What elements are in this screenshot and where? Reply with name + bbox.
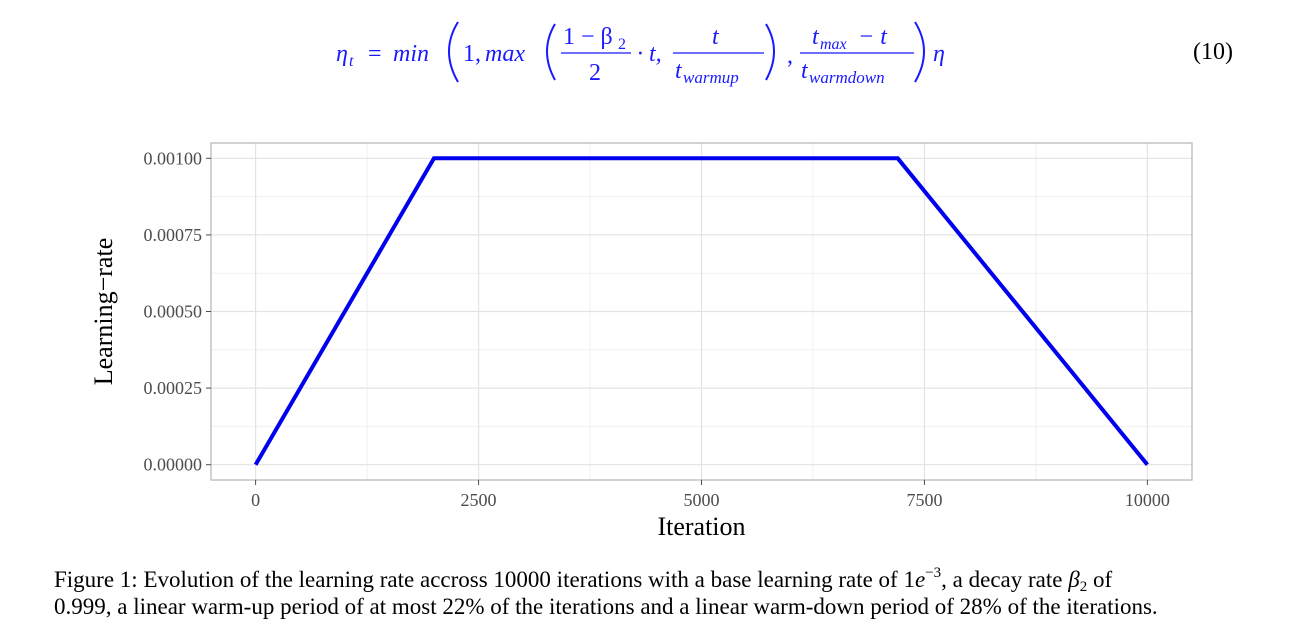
eq-frac3-num-sub: max: [820, 36, 847, 53]
caption-exponent: −3: [925, 565, 942, 581]
x-tick-label: 7500: [906, 490, 942, 510]
x-tick-label: 2500: [461, 490, 497, 510]
caption-line-2: 0.999, a linear warm-up period of at mos…: [54, 594, 1158, 619]
eq-eta: η: [933, 41, 945, 67]
y-tick-label: 0.00075: [144, 225, 203, 245]
eq-dot-t: · t,: [637, 41, 662, 67]
eq-frac3-den-sub: warmdown: [809, 68, 885, 87]
caption-e: e: [914, 567, 926, 592]
eq-max: max: [485, 41, 525, 67]
y-tick-label: 0.00000: [144, 455, 203, 475]
eq-frac1-num-sub: 2: [618, 36, 626, 53]
eq-one: 1,: [463, 41, 481, 67]
eq-paren-open-outer: [448, 21, 459, 83]
eq-frac2-den: t: [675, 58, 683, 84]
y-tick-label: 0.00025: [144, 378, 203, 398]
x-axis-title: Iteration: [657, 512, 745, 541]
eq-frac2-den-sub: warmup: [683, 68, 739, 87]
y-axis-title: Learning−rate: [89, 238, 118, 385]
learning-rate-line: [253, 156, 1149, 466]
x-tick-label: 0: [251, 490, 260, 510]
caption-rest: of: [1087, 567, 1113, 592]
x-tick-label: 10000: [1125, 490, 1170, 510]
eq-paren-open-inner: [546, 23, 556, 81]
y-tick-label: 0.00050: [144, 302, 203, 322]
figure-caption: Figure 1: Evolution of the learning rate…: [54, 566, 1254, 620]
eq-frac3-num-b: − t: [858, 24, 888, 50]
plot-area: 0 2500 5000 7500 10000 0.00000 0.00025 0.00050 0…: [89, 142, 1193, 541]
caption-line-1: Figure 1: Evolution of the learning rate…: [54, 565, 1254, 595]
caption-mid: , a decay rate: [941, 567, 1069, 592]
equation-number: (10): [1193, 39, 1233, 65]
eq-frac1-num: 1 − β: [563, 24, 613, 50]
eq-min: min: [393, 41, 429, 67]
eq-frac3-num-a: t: [812, 24, 820, 50]
caption-prefix: Figure 1: Evolution of the learning rate…: [54, 567, 915, 592]
eq-frac3-den: t: [801, 58, 809, 84]
eq-lhs-sub: t: [349, 53, 354, 70]
eq-paren-close-inner: [765, 23, 775, 81]
eq-equals: =: [368, 41, 382, 67]
eq-comma: ,: [787, 43, 793, 69]
equation: η t = min 1, max 1 − β 2 2 · t, t t warm…: [0, 0, 1291, 100]
caption-beta-sub: 2: [1079, 579, 1088, 595]
eq-frac2-num: t: [712, 24, 720, 50]
eq-paren-close-outer: [914, 21, 925, 83]
x-tick-label: 5000: [684, 490, 720, 510]
caption-beta: β: [1068, 567, 1080, 592]
equation-formula: η t = min 1, max 1 − β 2 2 · t, t t warm…: [336, 21, 945, 87]
learning-rate-chart: 0 2500 5000 7500 10000 0.00000 0.00025 0.00050 0…: [89, 142, 1193, 541]
y-tick-label: 0.00100: [144, 148, 203, 168]
eq-lhs: η: [336, 41, 348, 67]
eq-frac1-den: 2: [589, 60, 601, 86]
